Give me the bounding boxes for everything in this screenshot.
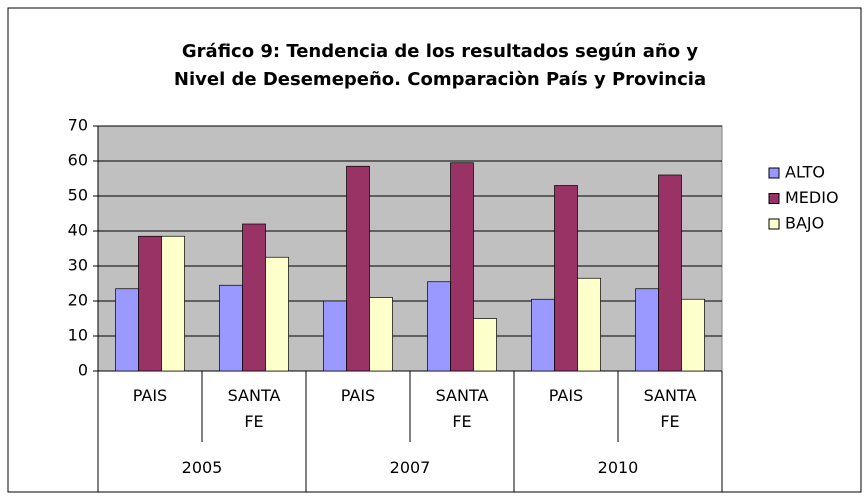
x-tick-label: PAIS (132, 386, 168, 405)
y-tick-label: 70 (68, 116, 88, 135)
plot-background (97, 125, 723, 372)
x-tick-label: SANTA FE (643, 386, 697, 431)
x-tick-label: PAIS (340, 386, 376, 405)
bar (427, 281, 451, 372)
x-tick-label: PAIS (548, 386, 584, 405)
group-label: 2005 (181, 458, 223, 477)
bar (635, 288, 659, 372)
bar (138, 235, 162, 372)
bar (369, 297, 393, 372)
bar (161, 235, 185, 372)
chart-title: Nivel de Desemepeño. Comparaciòn País y … (174, 69, 706, 90)
group-label: 2007 (389, 458, 431, 477)
chart-title: Gráfico 9: Tendencia de los resultados s… (182, 41, 698, 62)
legend-swatch (768, 167, 780, 179)
y-tick-label: 20 (68, 291, 88, 310)
bar (115, 288, 139, 372)
bar (577, 277, 601, 372)
bar (531, 298, 555, 372)
legend-label: ALTO (785, 163, 825, 182)
x-tick-label: SANTA FE (435, 386, 489, 431)
y-tick-label: 10 (68, 326, 88, 345)
group-label: 2010 (597, 458, 639, 477)
legend-label: BAJO (785, 214, 824, 233)
bar (450, 162, 474, 372)
legend-swatch (768, 193, 780, 204)
legend-label: MEDIO (785, 188, 839, 207)
bar (242, 223, 266, 372)
bar (681, 298, 705, 372)
y-tick-label: 30 (68, 256, 88, 275)
legend-swatch (768, 218, 780, 230)
bar (554, 185, 578, 372)
bar (658, 174, 682, 372)
bar (265, 256, 289, 372)
bar (346, 165, 370, 372)
bar (323, 300, 347, 372)
x-tick-label: SANTA FE (227, 386, 281, 431)
y-tick-label: 50 (68, 186, 88, 205)
y-tick-label: 60 (68, 151, 88, 170)
bar (473, 318, 497, 372)
y-tick-label: 0 (78, 361, 88, 380)
bar (219, 284, 243, 372)
y-tick-label: 40 (68, 221, 88, 240)
